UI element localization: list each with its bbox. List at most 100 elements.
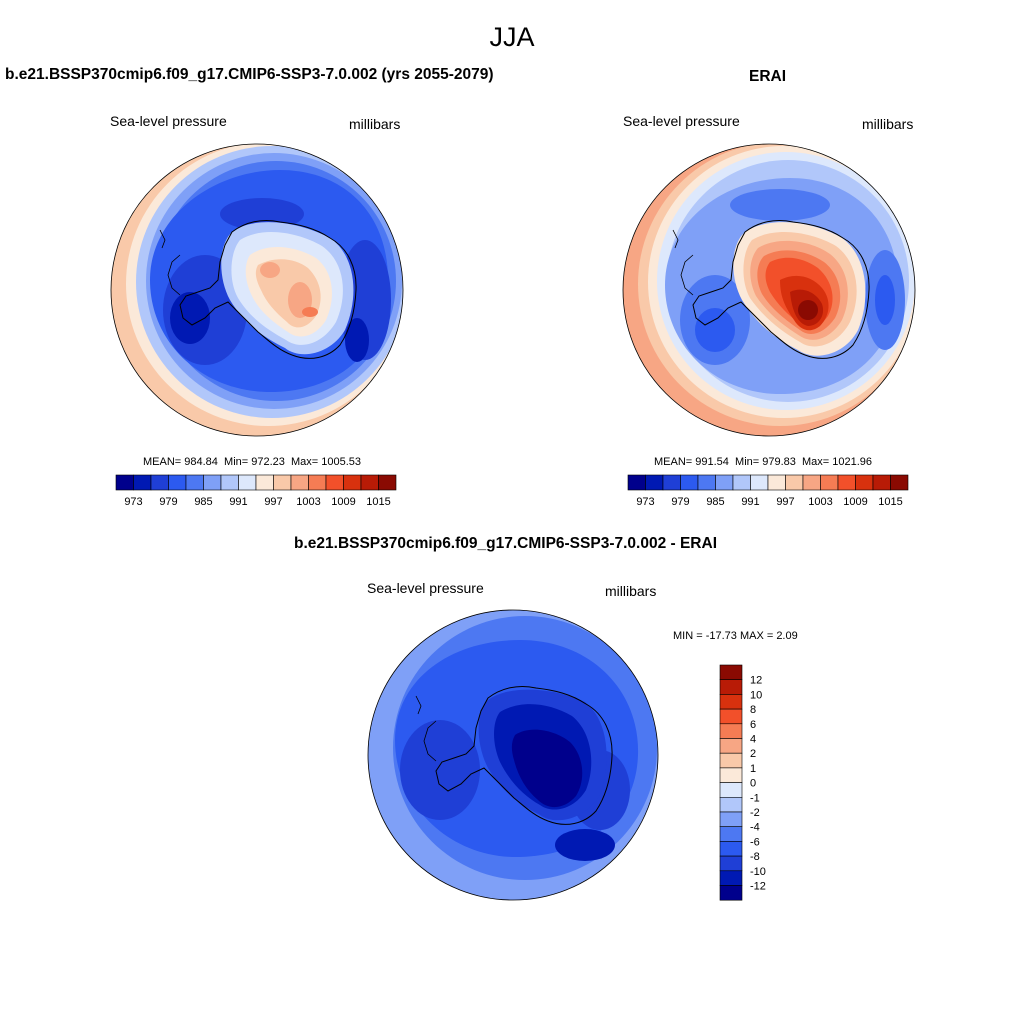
diff-colorbar-swatch [719, 811, 743, 827]
model-mean: MEAN= 984.84 [143, 456, 218, 468]
diff-colorbar-swatch [719, 885, 743, 901]
model-colorbar-tick-label: 979 [159, 496, 177, 508]
erai-colorbar-swatch [645, 474, 664, 491]
diff-colorbar-swatch [719, 870, 743, 886]
model-map-border [110, 143, 404, 437]
erai-colorbar-swatch [697, 474, 716, 491]
erai-units-label: millibars [862, 116, 914, 132]
model-colorbar-swatch [168, 474, 187, 491]
model-colorbar-tick-label: 997 [264, 496, 282, 508]
model-colorbar-swatch [238, 474, 257, 491]
model-stats: MEAN= 984.84 Min= 972.23 Max= 1005.53 [143, 456, 361, 468]
model-colorbar-swatch [220, 474, 239, 491]
erai-min: Min= 979.83 [735, 456, 796, 468]
erai-colorbar-swatch [785, 474, 804, 491]
model-min: Min= 972.23 [224, 456, 285, 468]
erai-variable-label: Sea-level pressure [623, 113, 740, 129]
diff-colorbar-swatch [719, 767, 743, 783]
diff-colorbar-swatch [719, 694, 743, 710]
erai-colorbar-swatch [732, 474, 751, 491]
model-colorbar-tick-label: 973 [124, 496, 142, 508]
model-colorbar-swatch [115, 474, 134, 491]
model-colorbar-swatch [255, 474, 274, 491]
diff-colorbar-tick-label: -8 [750, 851, 760, 863]
erai-mean: MEAN= 991.54 [654, 456, 729, 468]
erai-colorbar: 973 979 985 991 997 1003 1009 1015 [627, 474, 909, 508]
diff-map-border [367, 609, 659, 901]
diff-colorbar-swatch [719, 796, 743, 813]
diff-colorbar-tick-label: 2 [750, 748, 756, 760]
diff-colorbar-swatch [719, 855, 743, 872]
erai-colorbar-swatch [662, 474, 681, 491]
diff-minmax: MIN = -17.73 MAX = 2.09 [673, 630, 798, 642]
model-slp-map [111, 144, 403, 436]
erai-colorbar-swatch [680, 474, 699, 491]
erai-slp-map [623, 144, 915, 436]
diff-colorbar-swatch [719, 723, 743, 739]
diff-colorbar-swatch [719, 708, 743, 725]
erai-colorbar-swatch [890, 474, 909, 491]
model-panel-title: b.e21.BSSP370cmip6.f09_g17.CMIP6-SSP3-7.… [5, 66, 494, 83]
diff-colorbar-tick-label: 8 [750, 704, 756, 716]
diff-colorbar-tick-label: -10 [750, 866, 766, 878]
erai-colorbar-swatch [872, 474, 891, 491]
model-colorbar-tick-label: 1009 [331, 496, 355, 508]
diff-colorbar-tick-label: -12 [750, 881, 766, 893]
model-colorbar-tick-label: 1015 [366, 496, 390, 508]
erai-colorbar-tick-label: 979 [671, 496, 689, 508]
diff-colorbar-tick-label: 0 [750, 778, 756, 790]
erai-panel-title: ERAI [749, 68, 787, 85]
model-colorbar-swatch [343, 474, 362, 491]
model-units-label: millibars [349, 116, 401, 132]
diff-colorbar-tick-label: 1 [750, 763, 756, 775]
erai-stats: MEAN= 991.54 Min= 979.83 Max= 1021.96 [654, 456, 872, 468]
model-colorbar-swatch [203, 474, 222, 491]
diff-colorbar-swatch [719, 679, 743, 695]
diff-variable-label: Sea-level pressure [367, 580, 484, 596]
diff-colorbar-swatch [719, 752, 743, 769]
diff-colorbar-tick-label: 4 [750, 734, 756, 746]
model-colorbar-tick-label: 991 [229, 496, 247, 508]
model-colorbar-swatch [133, 474, 152, 491]
erai-max: Max= 1021.96 [802, 456, 873, 468]
diff-colorbar-tick-label: 12 [750, 675, 762, 687]
erai-colorbar-swatch [715, 474, 734, 491]
model-variable-label: Sea-level pressure [110, 113, 227, 129]
diff-colorbar-tick-label: -1 [750, 792, 760, 804]
diff-colorbar-tick-label: 10 [750, 689, 762, 701]
erai-colorbar-swatch [750, 474, 769, 491]
diff-colorbar-tick-label: 6 [750, 719, 756, 731]
erai-colorbar-swatch [855, 474, 874, 491]
season-title: JJA [489, 22, 535, 52]
model-colorbar-tick-label: 1003 [296, 496, 320, 508]
diff-slp-map [368, 610, 658, 900]
model-colorbar-swatch [150, 474, 169, 491]
model-max: Max= 1005.53 [291, 456, 362, 468]
model-colorbar-tick-label: 985 [194, 496, 212, 508]
diff-colorbar-swatch [719, 782, 743, 798]
erai-colorbar-swatch [627, 474, 646, 491]
erai-colorbar-swatch [837, 474, 856, 491]
erai-colorbar-tick-label: 1015 [878, 496, 902, 508]
diff-colorbar-swatch [719, 826, 743, 842]
model-colorbar-swatch [360, 474, 379, 491]
diff-colorbar-tick-label: -2 [750, 807, 760, 819]
erai-colorbar-tick-label: 985 [706, 496, 724, 508]
model-colorbar-swatch [325, 474, 344, 491]
model-colorbar-swatch [308, 474, 327, 491]
erai-map-border [622, 143, 916, 437]
model-colorbar-swatch [290, 474, 309, 491]
diff-colorbar-tick-label: -6 [750, 836, 760, 848]
erai-colorbar-tick-label: 1003 [808, 496, 832, 508]
diff-units-label: millibars [605, 583, 657, 599]
model-colorbar-swatch [378, 474, 397, 491]
model-colorbar-swatch [185, 474, 204, 491]
diff-colorbar-swatch [719, 664, 743, 680]
diff-colorbar-swatch [719, 738, 743, 754]
diff-panel-title: b.e21.BSSP370cmip6.f09_g17.CMIP6-SSP3-7.… [294, 535, 718, 552]
erai-colorbar-swatch [820, 474, 839, 491]
erai-colorbar-swatch [802, 474, 821, 491]
erai-colorbar-tick-label: 997 [776, 496, 794, 508]
